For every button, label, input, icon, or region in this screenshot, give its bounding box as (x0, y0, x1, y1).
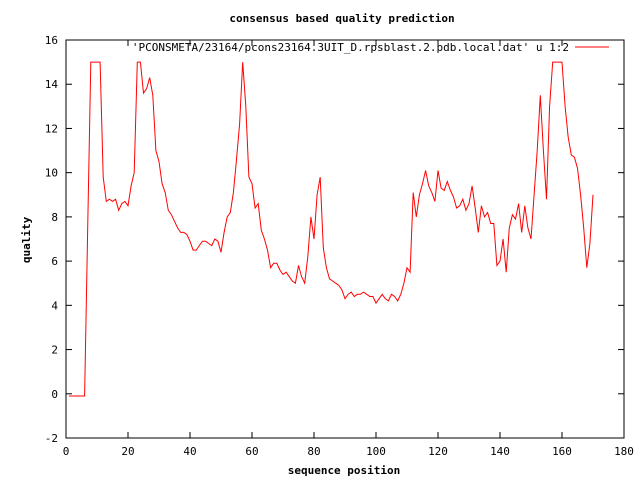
x-tick-label: 120 (428, 445, 448, 458)
y-tick-label: -2 (45, 432, 58, 445)
x-axis-label: sequence position (288, 464, 401, 477)
x-tick-label: 180 (614, 445, 634, 458)
y-tick-label: 8 (51, 211, 58, 224)
x-tick-label: 80 (307, 445, 320, 458)
chart-title: consensus based quality prediction (229, 12, 454, 25)
y-tick-label: 4 (51, 299, 58, 312)
y-tick-label: 0 (51, 388, 58, 401)
y-tick-label: 16 (45, 34, 58, 47)
x-tick-label: 100 (366, 445, 386, 458)
x-tick-label: 60 (245, 445, 258, 458)
series-line (69, 61, 594, 397)
plot-area-border (65, 39, 625, 439)
series-group (69, 61, 594, 397)
y-axis-label: quality (20, 216, 33, 263)
x-tick-label: 20 (121, 445, 134, 458)
x-tick-label: 140 (490, 445, 510, 458)
x-tick-label: 0 (63, 445, 70, 458)
legend: 'PCONSMETA/23164/pcons23164.3UIT_D.rpsbl… (132, 41, 609, 54)
y-tick-label: 10 (45, 167, 58, 180)
axis-ticks: 0 20 40 60 80 100 120 140 160 180 -2 0 2 4 6 8 10 12 14 16 (45, 34, 634, 458)
y-tick-label: 12 (45, 122, 58, 135)
x-tick-label: 160 (552, 445, 572, 458)
y-tick-label: 14 (45, 78, 59, 91)
y-tick-label: 6 (51, 255, 58, 268)
x-tick-label: 40 (183, 445, 196, 458)
legend-label: 'PCONSMETA/23164/pcons23164.3UIT_D.rpsbl… (132, 41, 569, 54)
y-tick-label: 2 (51, 344, 58, 357)
